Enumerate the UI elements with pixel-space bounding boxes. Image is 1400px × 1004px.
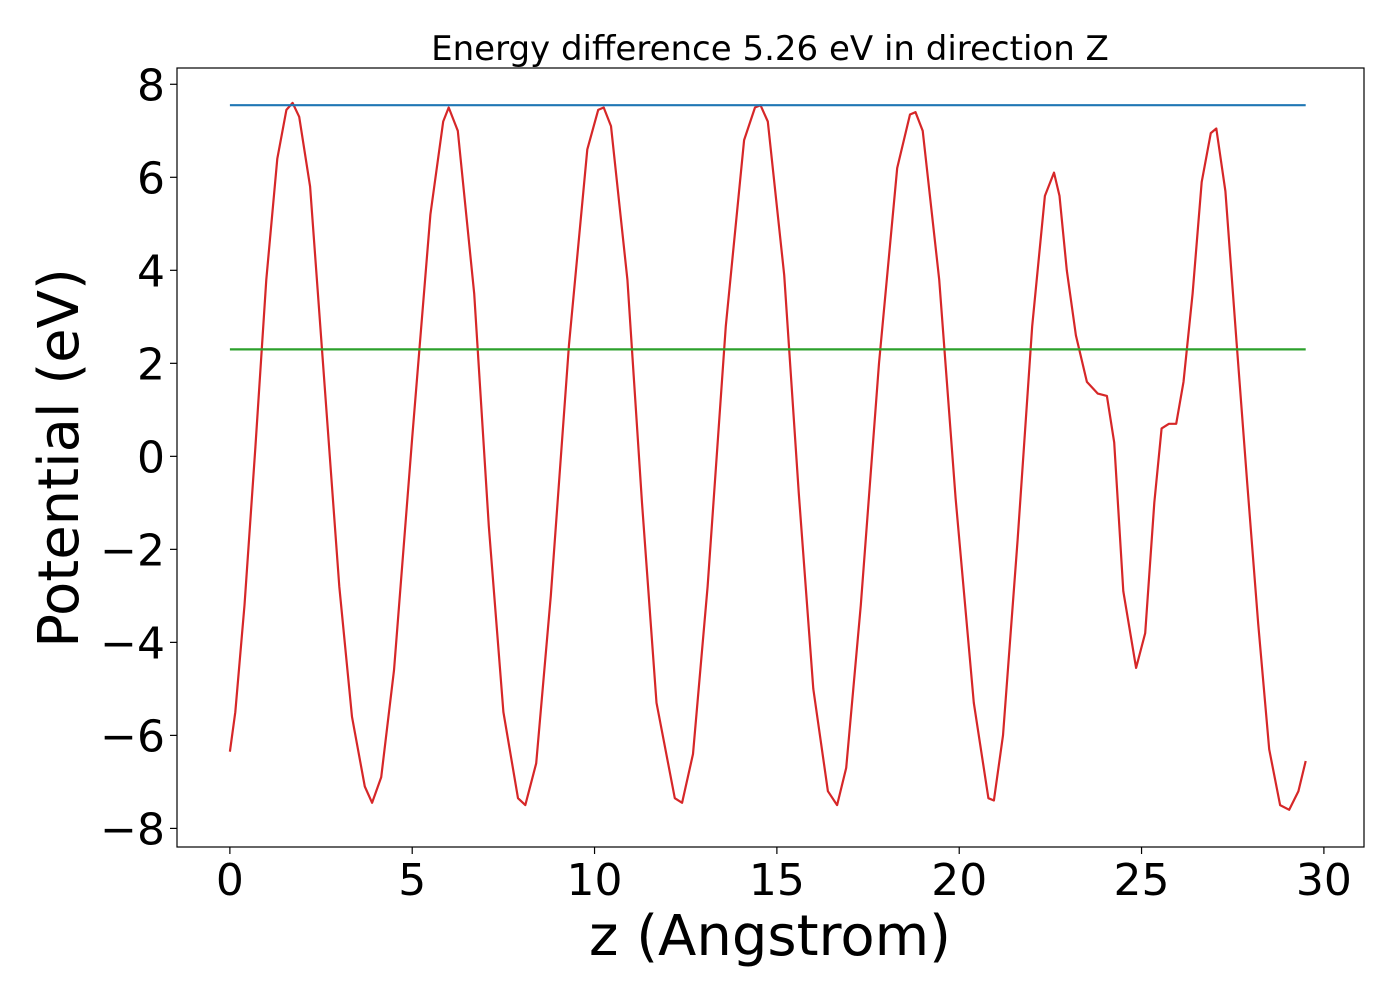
chart-title: Energy difference 5.26 eV in direction Z xyxy=(431,29,1109,69)
plot-frame xyxy=(176,67,1365,848)
x-tick-label: 20 xyxy=(931,855,987,906)
y-tick-label: 2 xyxy=(137,339,165,390)
x-tick-label: 15 xyxy=(749,855,805,906)
x-axis-ticks: 0 5 10 15 20 25 30 xyxy=(216,847,1352,906)
x-axis-label: z (Angstrom) xyxy=(589,904,951,969)
y-tick-label: 8 xyxy=(137,60,165,111)
series-line-0 xyxy=(228,101,1307,811)
x-tick-label: 5 xyxy=(398,855,426,906)
x-tick-label: 30 xyxy=(1296,855,1352,906)
y-tick-label: 6 xyxy=(137,153,165,204)
y-tick-label: −4 xyxy=(100,618,165,669)
x-tick-label: 10 xyxy=(567,855,623,906)
y-tick-label: −6 xyxy=(100,711,165,762)
y-tick-label: 4 xyxy=(137,246,165,297)
series-0 xyxy=(228,101,1307,811)
x-tick-label: 25 xyxy=(1114,855,1170,906)
series-layer xyxy=(228,101,1307,811)
y-tick-label: −8 xyxy=(100,804,165,855)
y-tick-label: 0 xyxy=(137,432,165,483)
y-axis-label: Potential (eV) xyxy=(27,268,92,648)
y-axis-ticks: −8 −6 −4 −2 0 2 4 6 8 xyxy=(100,60,177,855)
y-tick-label: −2 xyxy=(100,525,165,576)
x-tick-label: 0 xyxy=(216,855,244,906)
